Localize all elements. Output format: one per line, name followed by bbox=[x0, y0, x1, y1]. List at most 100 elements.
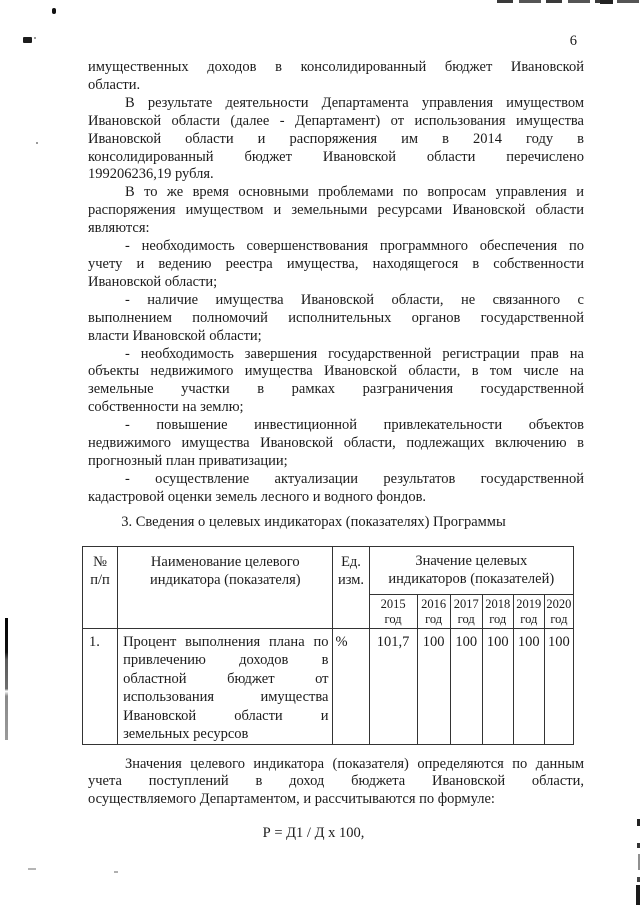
table-header-year-2016: 2016 год bbox=[416, 594, 451, 630]
table-header-values-line: индикаторов (показателей) bbox=[388, 570, 555, 587]
text-line: власти Ивановской области; bbox=[88, 327, 262, 344]
text-line: Ивановской области и распоряжения им в 2… bbox=[88, 130, 584, 147]
table-header-year-2017: 2017 год bbox=[449, 594, 483, 630]
scan-artifact-right-edge bbox=[638, 854, 640, 870]
paragraph-problem-software: - необходимость совершенствования програ… bbox=[88, 238, 584, 292]
table-header-year-2020: 2020 год bbox=[543, 594, 575, 630]
text-line: земельные участки в рамках разграничения… bbox=[88, 381, 584, 398]
scan-artifact-right-edge bbox=[637, 843, 640, 848]
table-header-values-line: Значение целевых bbox=[415, 553, 528, 570]
text-line: 199206236,19 рубля. bbox=[88, 166, 214, 183]
text-line: - необходимость совершенствования програ… bbox=[125, 238, 584, 255]
table-header-unit-line: изм. bbox=[337, 571, 365, 588]
text-line: консолидированный бюджет Ивановской обла… bbox=[88, 148, 584, 165]
year-line: 2016 bbox=[421, 597, 447, 612]
row-value-2018: 100 bbox=[481, 628, 514, 745]
scan-artifact-speck bbox=[34, 37, 36, 39]
text-line: области. bbox=[88, 76, 141, 93]
text-line: Ивановской области; bbox=[88, 273, 218, 290]
table-header-num-line: п/п bbox=[90, 571, 110, 588]
scan-artifact-dot bbox=[52, 8, 56, 14]
year-line: год bbox=[520, 611, 538, 626]
scan-artifact-top-blob bbox=[600, 0, 613, 4]
paragraph-problem-property: - наличие имущества Ивановской области, … bbox=[88, 292, 584, 346]
scan-artifact-right-edge bbox=[637, 877, 640, 882]
paragraph-main-problems: В то же время основными проблемами по во… bbox=[88, 184, 584, 238]
indicator-text-line: привлечению доходов в bbox=[123, 652, 329, 669]
text-line: являются: bbox=[88, 220, 150, 237]
text-line: объекты недвижимого имущества Ивановской… bbox=[88, 363, 584, 380]
scan-artifact-mark bbox=[23, 37, 32, 43]
paragraph-problem-investment: - повышение инвестиционной привлекательн… bbox=[88, 417, 584, 471]
scan-artifact-right-edge bbox=[637, 819, 640, 826]
row-indicator-cell: Процент выполнения плана по привлечению … bbox=[117, 628, 334, 745]
row-unit-cell: % bbox=[332, 628, 370, 745]
calculation-formula: Р = Д1 / Д х 100, bbox=[262, 825, 365, 842]
table-header-num: № п/п bbox=[81, 546, 119, 630]
text-line: - необходимость завершения государственн… bbox=[125, 345, 584, 362]
section-heading: 3. Сведения о целевых индикаторах (показ… bbox=[121, 513, 506, 530]
text-line: учету и ведению реестра имущества, наход… bbox=[88, 255, 584, 272]
year-line: год bbox=[550, 611, 568, 626]
year-line: 2018 bbox=[485, 597, 511, 612]
table-header-unit: Ед. изм. bbox=[332, 546, 370, 630]
indicator-text-line: Процент выполнения плана по bbox=[123, 634, 329, 651]
table-header-indicator-name: Наименование целевого индикатора (показа… bbox=[117, 546, 334, 630]
row-value-2019: 100 bbox=[512, 628, 545, 745]
row-value-2020: 100 bbox=[543, 628, 575, 745]
page-number: 6 bbox=[569, 33, 577, 49]
table-row: 1. Процент выполнения плана по привлечен… bbox=[81, 628, 575, 745]
paragraph-department-results: В результате деятельности Департамента у… bbox=[88, 95, 584, 185]
text-line: распоряжения имуществом и земельными рес… bbox=[88, 202, 584, 219]
paragraph-problem-cadastre: - осуществление актуализации результатов… bbox=[88, 471, 584, 507]
table-header-year-2018: 2018 год bbox=[481, 594, 514, 630]
year-line: год bbox=[384, 611, 402, 626]
text-line: - наличие имущества Ивановской области, … bbox=[125, 291, 584, 308]
row-value-2015: 101,7 bbox=[368, 628, 418, 745]
indicator-text-line: использования имущества bbox=[123, 689, 329, 706]
row-value-2017: 100 bbox=[449, 628, 483, 745]
indicators-table: № п/п Наименование целевого индикатора (… bbox=[81, 546, 575, 745]
indicator-text-line: земельных ресурсов bbox=[123, 726, 249, 743]
paragraph-problem-registration: - необходимость завершения государственн… bbox=[88, 346, 584, 418]
scan-artifact-speck bbox=[36, 142, 38, 144]
text-line: прогнозный план приватизации; bbox=[88, 452, 288, 469]
document-body: имущественных доходов в консолидированны… bbox=[81, 59, 584, 843]
year-line: год bbox=[457, 611, 475, 626]
text-line: Значения целевого индикатора (показателя… bbox=[125, 755, 584, 772]
text-line: Ивановской области (далее - Департамент)… bbox=[88, 112, 584, 129]
table-header-name-line: Наименование целевого bbox=[150, 554, 300, 571]
text-line: выполнением полномочий исполнительных ор… bbox=[88, 309, 584, 326]
table-header-values-group: Значение целевых индикаторов (показателе… bbox=[368, 546, 575, 596]
text-line: В то же время основными проблемами по во… bbox=[125, 184, 584, 201]
scan-artifact-top-line bbox=[497, 0, 640, 3]
year-line: год bbox=[489, 611, 507, 626]
scan-artifact-left-edge-bar bbox=[5, 618, 8, 740]
row-value-2016: 100 bbox=[416, 628, 451, 745]
table-header-year-2019: 2019 год bbox=[512, 594, 545, 630]
year-line: 2019 bbox=[516, 597, 542, 612]
table-header-unit-line: Ед. bbox=[341, 554, 361, 571]
table-header-name-line: индикатора (показателя) bbox=[149, 571, 301, 588]
text-line: кадастровой оценки земель лесного и водн… bbox=[88, 488, 427, 505]
indicator-text-line: областной бюджет от bbox=[123, 670, 329, 687]
paragraph-indicator-definition: Значения целевого индикатора (показателя… bbox=[88, 756, 584, 810]
table-header-year-2015: 2015 год bbox=[368, 594, 418, 630]
paragraph-intro-continuation: имущественных доходов в консолидированны… bbox=[88, 59, 584, 95]
scan-artifact-dash bbox=[114, 871, 118, 873]
text-line: недвижимого имущества Ивановской области… bbox=[88, 435, 584, 452]
text-line: - осуществление актуализации результатов… bbox=[125, 470, 584, 487]
scan-artifact-right-edge bbox=[636, 885, 640, 905]
scan-artifact-dash bbox=[28, 868, 36, 870]
text-line: учета поступлений в доход бюджета Иванов… bbox=[88, 773, 584, 790]
year-line: 2015 bbox=[380, 597, 406, 612]
year-line: год bbox=[425, 611, 443, 626]
row-number-cell: 1. bbox=[81, 628, 119, 745]
text-line: - повышение инвестиционной привлекательн… bbox=[125, 417, 584, 434]
year-line: 2017 bbox=[453, 597, 479, 612]
indicator-text-line: Ивановской области и bbox=[123, 707, 329, 724]
text-line: В результате деятельности Департамента у… bbox=[125, 94, 584, 111]
text-line: собственности на землю; bbox=[88, 399, 244, 416]
year-line: 2020 bbox=[546, 597, 572, 612]
